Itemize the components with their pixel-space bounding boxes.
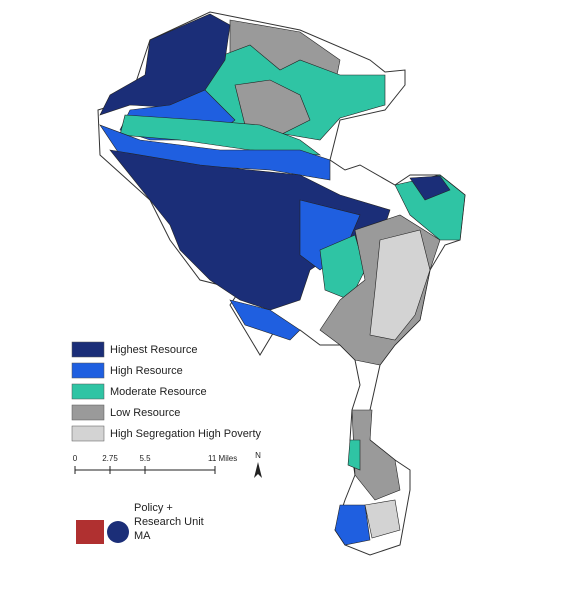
region [119,114,321,156]
scale-bar: 0 2.75 5.5 11 Miles [73,454,237,474]
scale-label: 2.75 [102,454,118,463]
region [364,499,401,539]
logo-text: Policy + [134,502,173,514]
legend-label: Low Resource [110,407,180,419]
legend-label: Moderate Resource [110,386,207,398]
scale-label: 11 Miles [208,454,237,463]
legend-swatch [71,341,105,358]
region [351,409,401,501]
north-arrow: N [254,451,262,478]
legend-label: Highest Resource [110,344,197,356]
region [109,149,391,311]
logo: Policy + Research Unit MA [76,502,204,544]
logo-icon [76,520,104,544]
region [229,299,301,341]
logo-text: Research Unit [134,516,204,528]
scale-label: 5.5 [139,454,151,463]
region [334,504,371,546]
legend-swatch [71,383,105,400]
logo-text: MA [134,530,151,542]
north-label: N [255,451,261,460]
region [369,229,431,341]
legend-swatch [71,404,105,421]
region [347,439,361,471]
scale-label: 0 [73,454,78,463]
logo-icon [107,521,129,543]
legend-label: High Resource [110,365,183,377]
legend-swatch [71,425,105,442]
region [409,175,451,201]
north-arrow-icon [254,462,262,478]
region [319,234,366,301]
legend-swatch [71,362,105,379]
legend-label: High Segregation High Poverty [110,428,262,440]
